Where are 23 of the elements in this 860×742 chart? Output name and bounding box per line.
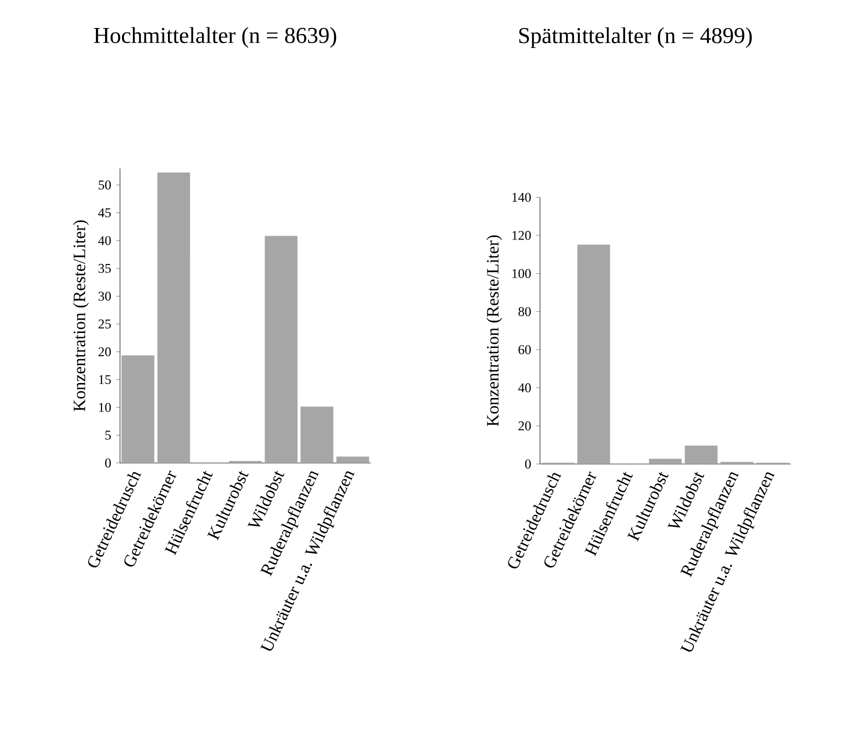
chart-title: Spätmittelalter (n = 4899) [519,27,752,48]
y-tick-label: 40 [518,383,531,392]
y-tick-label: 100 [512,269,531,278]
chart-title: Hochmittelalter (n = 8639) [94,27,336,48]
y-tick-label: 120 [512,230,531,240]
y-tick-label: 50 [98,180,111,190]
y-tick-label: 0 [525,459,531,468]
y-tick-label: 45 [98,208,111,218]
y-tick-label: 60 [518,345,531,354]
y-tick-label: 25 [98,320,111,328]
y-tick-label: 10 [99,402,111,412]
y-tick-label: 5 [105,430,111,440]
y-axis-title: Konzentration (Reste/Liter) [73,220,89,412]
y-tick-label: 15 [99,375,111,384]
y-tick-label: 35 [98,264,111,273]
y-tick-label: 30 [98,292,111,301]
y-tick-label: 80 [518,307,531,316]
y-tick-label: 20 [98,347,111,356]
y-tick-label: 140 [512,192,531,202]
y-tick-label: 20 [518,421,531,430]
y-tick-label: 0 [105,458,111,468]
y-axis-title: Konzentration (Reste/Liter) [486,235,502,426]
y-tick-label: 40 [98,236,111,246]
